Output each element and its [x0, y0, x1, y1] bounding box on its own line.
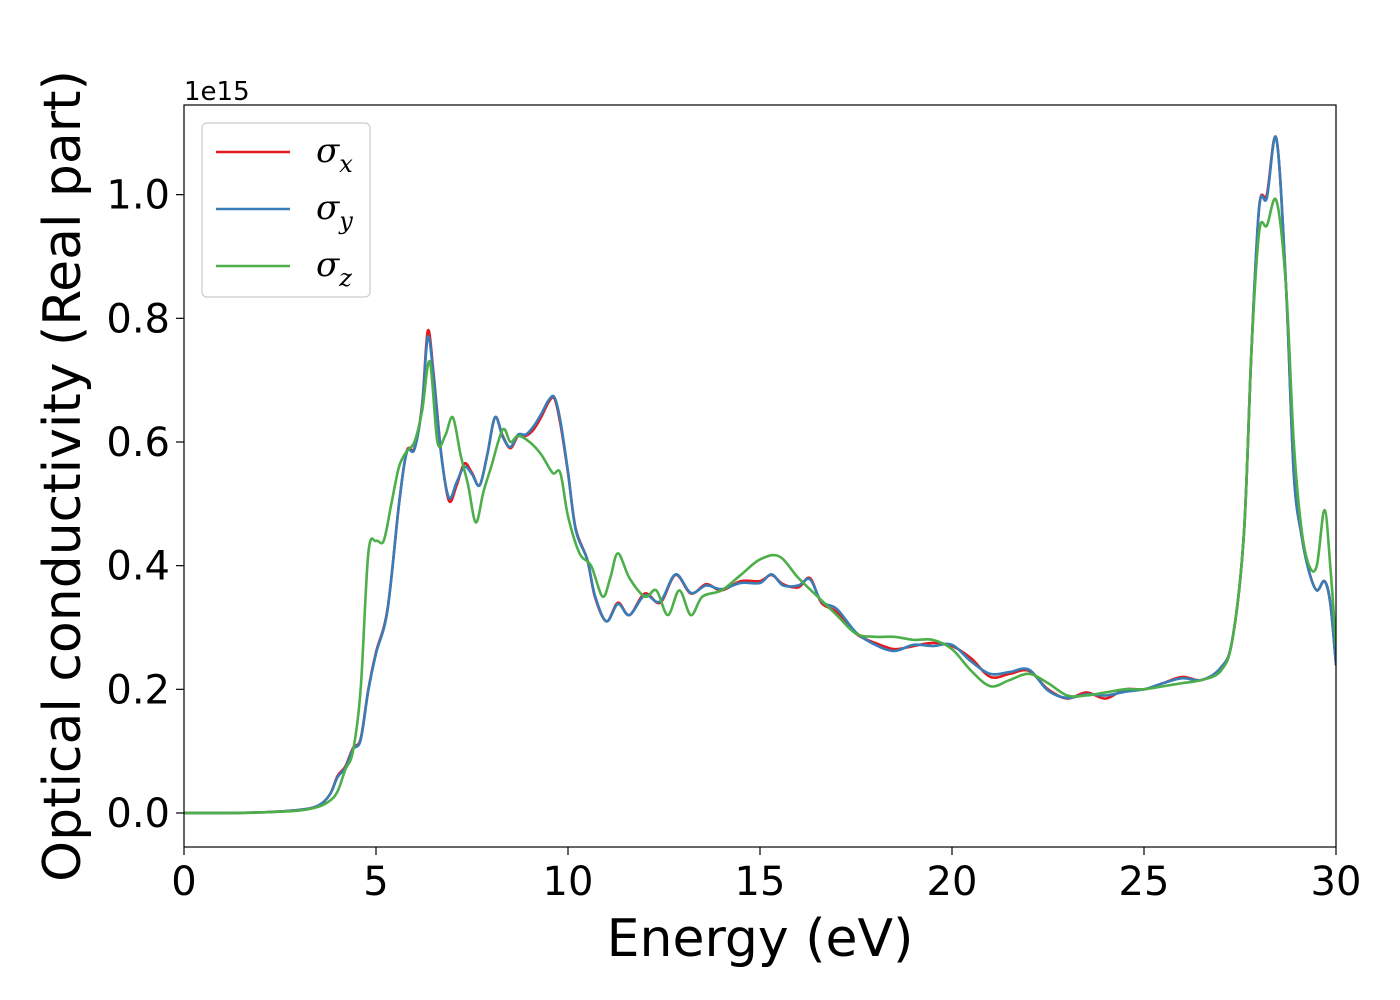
legend-label-y: σy — [316, 188, 353, 235]
x-tick-label: 15 — [735, 859, 786, 905]
legend-subscript: x — [339, 150, 353, 178]
series-line-z — [184, 197, 1336, 815]
legend-symbol: σ — [316, 245, 340, 285]
legend-subscript: z — [338, 264, 352, 292]
y-tick-label: 0.6 — [106, 420, 170, 466]
y-axis-title: Optical conductivity (Real part) — [33, 70, 93, 882]
x-tick-label: 30 — [1311, 859, 1362, 905]
x-tick-label: 10 — [543, 859, 594, 905]
x-tick-label: 25 — [1119, 859, 1170, 905]
y-tick-label: 0.4 — [106, 544, 170, 590]
y-tick-label: 1.0 — [106, 173, 170, 219]
legend-label-z: σz — [316, 245, 352, 292]
legend-symbol: σ — [316, 188, 340, 228]
legend-label-x: σx — [316, 131, 353, 178]
x-tick-label: 0 — [171, 859, 196, 905]
legend-symbol: σ — [316, 131, 340, 171]
legend-subscript: y — [338, 207, 353, 235]
y-offset-label: 1e15 — [184, 77, 250, 107]
x-axis-title: Energy (eV) — [607, 909, 914, 969]
y-tick-label: 0.0 — [106, 791, 170, 837]
x-tick-label: 20 — [927, 859, 978, 905]
y-tick-label: 0.2 — [106, 667, 170, 713]
y-tick-label: 0.8 — [106, 296, 170, 342]
x-tick-label: 5 — [363, 859, 388, 905]
